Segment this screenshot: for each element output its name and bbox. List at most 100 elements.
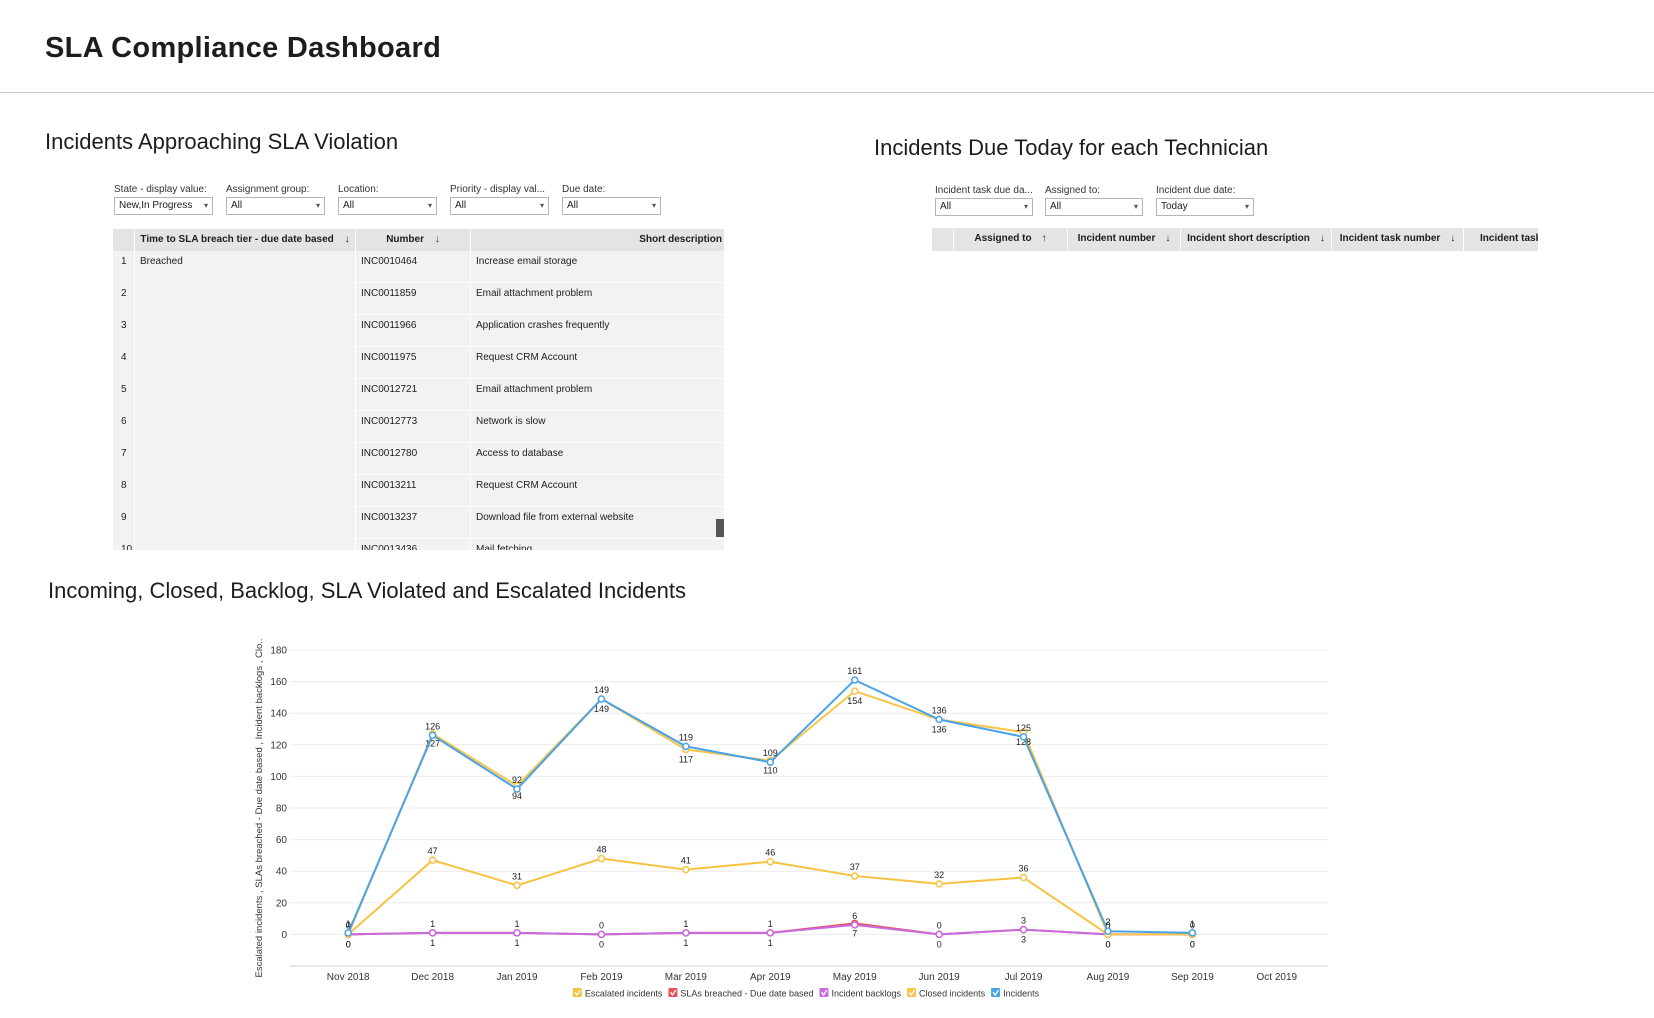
column-header[interactable]: Incident task [1464, 228, 1538, 251]
incident-number[interactable]: INC0013436 [356, 539, 471, 550]
filter-select[interactable]: All ▾ [1045, 198, 1143, 216]
sort-icon: ↓ [1319, 233, 1325, 244]
header-cell [932, 228, 954, 251]
data-label: 1 [1190, 919, 1195, 929]
legend-item[interactable]: SLAs breached - Due date based [668, 988, 814, 999]
data-label: 0 [1190, 920, 1195, 930]
y-axis-title: Escalated incidents , SLAs breached - Du… [254, 638, 265, 977]
incident-number[interactable]: INC0012721 [356, 379, 471, 411]
x-tick-label: Oct 2019 [1256, 972, 1297, 983]
data-label: 125 [1016, 723, 1031, 733]
data-label: 0 [1190, 939, 1195, 949]
y-tick-label: 100 [270, 772, 287, 783]
widget-title: Incidents Due Today for each Technician [874, 135, 1269, 160]
incident-number[interactable]: INC0010464 [356, 251, 471, 283]
header-divider [0, 92, 1654, 93]
y-tick-label: 160 [270, 677, 287, 688]
row-index: 6 [113, 411, 135, 443]
filter-value: New,In Progress [119, 200, 193, 211]
data-point [1019, 925, 1028, 934]
data-label: 1 [683, 919, 688, 929]
data-point [513, 881, 521, 890]
data-point [850, 687, 859, 695]
data-label: 37 [850, 862, 860, 872]
data-point [597, 854, 606, 863]
legend-check [908, 989, 916, 997]
legend-item[interactable]: Escalated incidents [572, 988, 663, 999]
legend-label: Incident backlogs [832, 989, 902, 999]
short-description: Download file from external website [471, 507, 724, 539]
incident-number[interactable]: INC0011966 [356, 315, 471, 347]
data-point [428, 856, 437, 864]
filter-select[interactable]: All ▾ [562, 197, 661, 215]
y-tick-label: 0 [281, 930, 287, 941]
column-header[interactable]: Time to SLA breach tier - due date based… [135, 229, 356, 251]
data-point [850, 676, 859, 684]
incident-number[interactable]: INC0012773 [356, 411, 471, 443]
data-label: 32 [934, 870, 944, 880]
legend-swatch [819, 988, 829, 997]
incident-number[interactable]: INC0013237 [356, 507, 471, 539]
data-label: 1 [515, 938, 520, 948]
row-index: 4 [113, 347, 135, 379]
filter-label: Priority - display val... [450, 184, 546, 195]
column-header[interactable]: Incident task number ↓ [1332, 228, 1464, 251]
x-tick-label: Jul 2019 [1005, 972, 1043, 983]
y-tick-label: 40 [276, 867, 288, 878]
x-tick-label: Feb 2019 [580, 972, 623, 983]
row-index: 5 [113, 379, 135, 411]
y-tick-label: 80 [276, 804, 288, 815]
column-header[interactable]: Number ↓ [356, 229, 471, 251]
incident-number[interactable]: INC0011975 [356, 347, 471, 379]
legend-item[interactable]: Closed incidents [907, 988, 986, 999]
row-index: 2 [113, 283, 135, 315]
data-point [344, 929, 352, 937]
legend-item[interactable]: Incidents [991, 988, 1040, 999]
column-header[interactable]: Incident short description ↓ [1181, 228, 1332, 251]
row-index: 10 [113, 539, 135, 550]
x-tick-label: Aug 2019 [1087, 972, 1130, 983]
data-label: 0 [346, 920, 351, 930]
data-label: 127 [425, 739, 440, 749]
filter-value: All [231, 200, 243, 211]
sort-icon: ↓ [1165, 233, 1171, 244]
series-line [347, 857, 1109, 936]
data-label: 3 [1021, 916, 1026, 926]
column-header[interactable]: Short description [471, 229, 724, 251]
data-point [935, 880, 943, 888]
incident-number[interactable]: INC0011859 [356, 283, 471, 315]
data-point [850, 921, 859, 929]
short-description: Mail fetching [471, 539, 724, 550]
filter-select[interactable]: All ▾ [338, 197, 437, 215]
series-line [347, 689, 1193, 936]
data-label: 1 [346, 919, 351, 929]
data-label: 0 [346, 939, 351, 949]
x-tick-label: Mar 2019 [665, 972, 708, 983]
incident-number[interactable]: INC0012780 [356, 443, 471, 475]
column-header[interactable]: Assigned to ↑ [954, 228, 1068, 251]
legend-item[interactable]: Incident backlogs [819, 988, 902, 999]
data-label: 154 [847, 696, 862, 706]
incident-number[interactable]: INC0013211 [356, 475, 471, 507]
sort-icon: ↓ [1450, 233, 1456, 244]
filter-select[interactable]: All ▾ [935, 198, 1033, 216]
column-header[interactable]: Incident number ↓ [1068, 228, 1181, 251]
data-point [1019, 733, 1028, 741]
row-index: 8 [113, 475, 135, 507]
sort-icon: ↓ [432, 234, 440, 245]
data-point [1019, 873, 1028, 882]
filter-select[interactable]: Today ▾ [1156, 198, 1254, 216]
dropdown-caret: ▾ [1023, 202, 1028, 211]
filter-select[interactable]: All ▾ [226, 197, 325, 215]
filter-select[interactable]: All ▾ [450, 197, 549, 215]
data-label: 2 [1105, 917, 1110, 927]
data-point [682, 742, 690, 751]
short-description: Access to database [471, 443, 724, 475]
data-label: 128 [1016, 737, 1031, 747]
data-point [766, 929, 775, 937]
filter-select[interactable]: New,In Progress ▾ [114, 197, 213, 215]
data-label: 46 [765, 848, 775, 858]
series-line [347, 678, 1193, 934]
data-point [597, 930, 606, 939]
